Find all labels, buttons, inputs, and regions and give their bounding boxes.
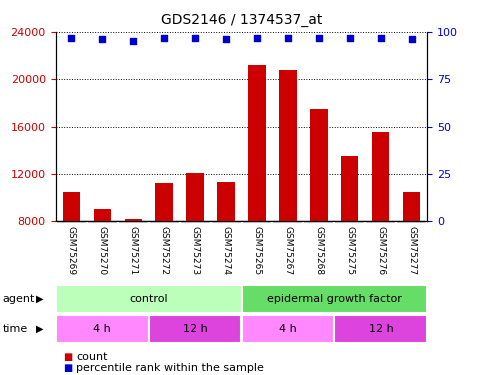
- Text: percentile rank within the sample: percentile rank within the sample: [76, 363, 264, 373]
- Bar: [156, 183, 172, 221]
- Text: agent: agent: [2, 294, 35, 304]
- Bar: [186, 173, 203, 221]
- Point: [408, 36, 416, 42]
- Text: 12 h: 12 h: [183, 324, 207, 334]
- Text: GSM75273: GSM75273: [190, 226, 199, 275]
- Bar: [56, 315, 149, 343]
- Point: [222, 36, 230, 42]
- Text: 4 h: 4 h: [93, 324, 111, 334]
- Text: time: time: [2, 324, 28, 334]
- Point: [315, 34, 323, 40]
- Bar: [403, 192, 421, 221]
- Point: [377, 34, 385, 40]
- Text: GSM75277: GSM75277: [408, 226, 416, 275]
- Text: GSM75271: GSM75271: [128, 226, 138, 275]
- Bar: [372, 132, 389, 221]
- Text: GSM75269: GSM75269: [67, 226, 75, 275]
- Bar: [242, 285, 427, 313]
- Text: GSM75272: GSM75272: [159, 226, 169, 275]
- Text: ■: ■: [63, 363, 72, 373]
- Text: 4 h: 4 h: [279, 324, 297, 334]
- Text: ▶: ▶: [36, 324, 44, 334]
- Text: GSM75265: GSM75265: [253, 226, 261, 275]
- Text: GSM75267: GSM75267: [284, 226, 293, 275]
- Text: GSM75276: GSM75276: [376, 226, 385, 275]
- Bar: [248, 65, 266, 221]
- Text: GSM75268: GSM75268: [314, 226, 324, 275]
- Point: [253, 34, 261, 40]
- Bar: [149, 315, 242, 343]
- Text: GDS2146 / 1374537_at: GDS2146 / 1374537_at: [161, 13, 322, 27]
- Point: [67, 34, 75, 40]
- Point: [191, 34, 199, 40]
- Bar: [56, 285, 242, 313]
- Bar: [280, 70, 297, 221]
- Text: ■: ■: [63, 352, 72, 362]
- Bar: [341, 156, 358, 221]
- Point: [98, 36, 106, 42]
- Point: [284, 34, 292, 40]
- Point: [346, 34, 354, 40]
- Point: [129, 38, 137, 44]
- Bar: [242, 315, 334, 343]
- Text: GSM75274: GSM75274: [222, 226, 230, 275]
- Text: count: count: [76, 352, 108, 362]
- Text: ▶: ▶: [36, 294, 44, 304]
- Text: 12 h: 12 h: [369, 324, 393, 334]
- Text: GSM75270: GSM75270: [98, 226, 107, 275]
- Bar: [94, 209, 111, 221]
- Bar: [311, 109, 327, 221]
- Text: control: control: [129, 294, 168, 304]
- Bar: [217, 182, 235, 221]
- Point: [160, 34, 168, 40]
- Text: GSM75275: GSM75275: [345, 226, 355, 275]
- Bar: [125, 219, 142, 221]
- Bar: [62, 192, 80, 221]
- Text: epidermal growth factor: epidermal growth factor: [267, 294, 402, 304]
- Bar: [334, 315, 427, 343]
